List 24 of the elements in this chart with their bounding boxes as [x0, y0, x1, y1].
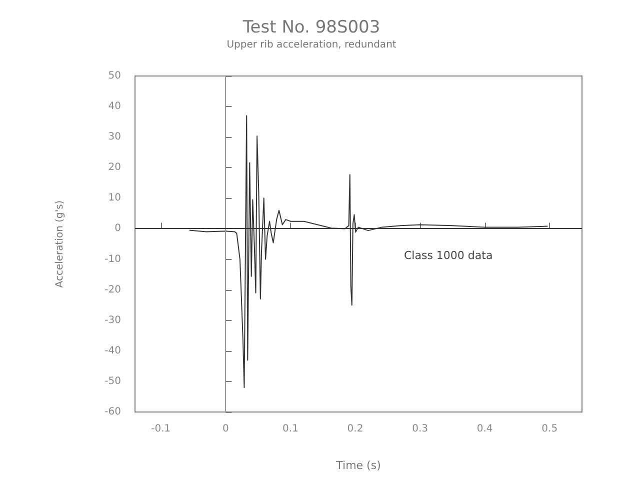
y-tick-label: 50 [108, 70, 121, 82]
y-axis-title: Acceleration (g's) [54, 200, 66, 288]
y-tick-label: -30 [104, 314, 121, 326]
x-tick-label: -0.1 [151, 424, 171, 434]
annotation: Class 1000 data [404, 249, 493, 262]
chart-title: Test No. 98S003 [242, 18, 380, 38]
x-tick-label: 0.2 [347, 424, 364, 434]
x-tick-label: 0.4 [476, 424, 493, 434]
x-tick-label: 0.1 [282, 424, 298, 434]
y-tick-label: -20 [104, 284, 121, 296]
y-tick-label: -40 [104, 345, 121, 356]
x-tick-label: 0 [222, 424, 229, 434]
y-tick-label: 40 [108, 101, 121, 112]
y-tick-label: -10 [104, 254, 121, 265]
y-tick-label: 20 [108, 162, 121, 174]
chart-subtitle: Upper rib acceleration, redundant [226, 40, 396, 50]
y-tick-label: 10 [108, 192, 121, 204]
x-axis-title: Time (s) [335, 459, 381, 472]
y-tick-label: 0 [114, 223, 121, 234]
x-tick-label: 0.3 [412, 424, 428, 434]
y-tick-label: -60 [104, 406, 121, 418]
x-tick-label: 0.5 [542, 424, 558, 434]
y-tick-label: 30 [108, 132, 121, 143]
y-tick-label: -50 [104, 376, 121, 387]
